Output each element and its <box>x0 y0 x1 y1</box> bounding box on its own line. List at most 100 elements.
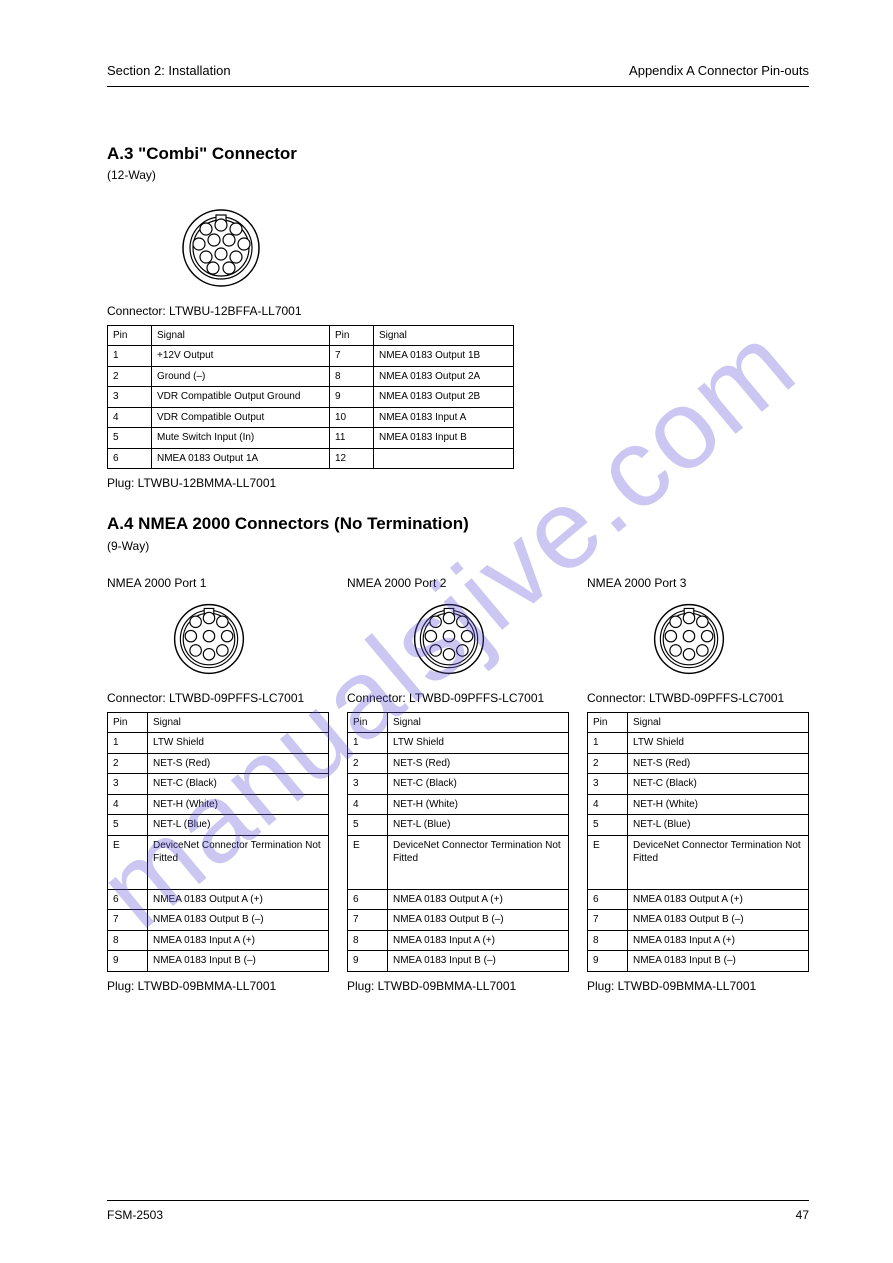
page-footer: FSM-2503 47 <box>107 1201 809 1223</box>
table-cell: E <box>348 835 388 889</box>
table-cell: 1 <box>108 346 152 367</box>
table-cell: 10 <box>330 407 374 428</box>
page-header: Section 2: Installation Appendix A Conne… <box>107 62 809 84</box>
table-cell: NET-H (White) <box>388 794 569 815</box>
table-cell: Mute Switch Input (In) <box>152 428 330 449</box>
table-header: Signal <box>148 712 329 733</box>
a4-c2-table: PinSignal1LTW Shield2NET-S (Red)3NET-C (… <box>347 712 569 972</box>
table-cell: 7 <box>330 346 374 367</box>
table-cell: NET-L (Blue) <box>388 815 569 836</box>
a4-col-3: NMEA 2000 Port 3 Connector: LTWBD-09PFFS… <box>587 575 809 1000</box>
table-header: Signal <box>388 712 569 733</box>
table-cell: 2 <box>108 366 152 387</box>
table-cell: 2 <box>588 753 628 774</box>
a3-plug-label: Plug: LTWBU-12BMMA-LL7001 <box>107 475 809 491</box>
header-rule <box>107 86 809 87</box>
table-cell: 4 <box>348 794 388 815</box>
table-cell: DeviceNet Connector Termination Not Fitt… <box>388 835 569 889</box>
a4-c1-table: PinSignal1LTW Shield2NET-S (Red)3NET-C (… <box>107 712 329 972</box>
a4-col-2: NMEA 2000 Port 2 Connector: LTWBD-09PFFS… <box>347 575 569 1000</box>
table-cell: NET-L (Blue) <box>148 815 329 836</box>
table-cell: DeviceNet Connector Termination Not Fitt… <box>628 835 809 889</box>
table-cell: LTW Shield <box>628 733 809 754</box>
table-cell: NMEA 0183 Output 1B <box>374 346 514 367</box>
table-cell: NMEA 0183 Output A (+) <box>628 889 809 910</box>
table-cell: 3 <box>348 774 388 795</box>
a4-c3-name: NMEA 2000 Port 3 <box>587 575 809 591</box>
table-cell: 3 <box>108 387 152 408</box>
table-cell: 3 <box>588 774 628 795</box>
a4-c1-name: NMEA 2000 Port 1 <box>107 575 329 591</box>
table-cell: NET-C (Black) <box>628 774 809 795</box>
conn-a3-block: Connector: LTWBU-12BFFA-LL7001 Pin Signa… <box>107 204 809 492</box>
table-cell: 9 <box>330 387 374 408</box>
table-cell: 9 <box>588 951 628 972</box>
a4-triple: NMEA 2000 Port 1 Connector: LTWBD-09PFFS… <box>107 575 809 1000</box>
table-cell: NMEA 0183 Input B (–) <box>388 951 569 972</box>
table-cell: 1 <box>108 733 148 754</box>
table-cell: NET-C (Black) <box>148 774 329 795</box>
a3-table: Pin Signal Pin Signal 1+12V Output7NMEA … <box>107 325 514 470</box>
table-cell: NET-S (Red) <box>388 753 569 774</box>
table-cell: NMEA 0183 Input A (+) <box>148 930 329 951</box>
a3-th-sig: Signal <box>152 325 330 346</box>
table-cell: 4 <box>108 407 152 428</box>
table-cell: NMEA 0183 Output 2B <box>374 387 514 408</box>
header-left: Section 2: Installation <box>107 62 231 80</box>
table-cell: 2 <box>108 753 148 774</box>
table-cell: 5 <box>348 815 388 836</box>
a4-c2-plug: Plug: LTWBD-09BMMA-LL7001 <box>347 978 569 994</box>
table-cell: NET-C (Black) <box>388 774 569 795</box>
footer-page: 47 <box>796 1207 809 1223</box>
table-cell: 6 <box>108 889 148 910</box>
table-cell: VDR Compatible Output <box>152 407 330 428</box>
a3-th-pin2: Pin <box>330 325 374 346</box>
a4-c2-name: NMEA 2000 Port 2 <box>347 575 569 591</box>
connector-9-svg-3 <box>647 597 809 686</box>
table-cell: 1 <box>348 733 388 754</box>
table-cell: 6 <box>588 889 628 910</box>
table-cell: 7 <box>588 910 628 931</box>
table-cell: NET-S (Red) <box>148 753 329 774</box>
table-cell: NMEA 0183 Input B <box>374 428 514 449</box>
table-header: Pin <box>348 712 388 733</box>
a4-c3-table: PinSignal1LTW Shield2NET-S (Red)3NET-C (… <box>587 712 809 972</box>
table-cell: NMEA 0183 Input A <box>374 407 514 428</box>
a4-c1-conn: Connector: LTWBD-09PFFS-LC7001 <box>107 690 329 706</box>
table-cell: 11 <box>330 428 374 449</box>
table-cell: 4 <box>588 794 628 815</box>
connector-9-svg-2 <box>407 597 569 686</box>
a4-col-1: NMEA 2000 Port 1 Connector: LTWBD-09PFFS… <box>107 575 329 1000</box>
section-a4-title: A.4 NMEA 2000 Connectors (No Termination… <box>107 513 809 536</box>
table-cell: 9 <box>108 951 148 972</box>
table-cell: NET-H (White) <box>148 794 329 815</box>
table-cell: NET-S (Red) <box>628 753 809 774</box>
section-a3-title: A.3 "Combi" Connector <box>107 143 809 166</box>
table-cell: 4 <box>108 794 148 815</box>
table-cell: LTW Shield <box>148 733 329 754</box>
table-cell: E <box>588 835 628 889</box>
a3-conn-label: Connector: LTWBU-12BFFA-LL7001 <box>107 303 809 319</box>
table-cell: 8 <box>108 930 148 951</box>
table-header: Pin <box>108 712 148 733</box>
header-right: Appendix A Connector Pin-outs <box>629 62 809 80</box>
table-cell: 6 <box>348 889 388 910</box>
table-cell: NMEA 0183 Output 2A <box>374 366 514 387</box>
table-cell: NMEA 0183 Input A (+) <box>388 930 569 951</box>
a4-c2-conn: Connector: LTWBD-09PFFS-LC7001 <box>347 690 569 706</box>
table-cell: 7 <box>348 910 388 931</box>
section-a3-subtitle: (12-Way) <box>107 167 809 183</box>
a4-c3-plug: Plug: LTWBD-09BMMA-LL7001 <box>587 978 809 994</box>
table-cell: 5 <box>108 815 148 836</box>
table-cell: E <box>108 835 148 889</box>
table-cell: 8 <box>330 366 374 387</box>
table-cell: NMEA 0183 Output B (–) <box>388 910 569 931</box>
table-cell: LTW Shield <box>388 733 569 754</box>
table-cell: NMEA 0183 Output B (–) <box>628 910 809 931</box>
table-cell: NET-H (White) <box>628 794 809 815</box>
table-cell: DeviceNet Connector Termination Not Fitt… <box>148 835 329 889</box>
table-cell: NMEA 0183 Output 1A <box>152 448 330 469</box>
table-cell: 1 <box>588 733 628 754</box>
footer-title: FSM-2503 <box>107 1207 163 1223</box>
table-cell: NMEA 0183 Output A (+) <box>388 889 569 910</box>
